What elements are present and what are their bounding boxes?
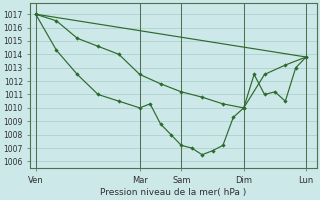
X-axis label: Pression niveau de la mer( hPa ): Pression niveau de la mer( hPa ) (100, 188, 247, 197)
